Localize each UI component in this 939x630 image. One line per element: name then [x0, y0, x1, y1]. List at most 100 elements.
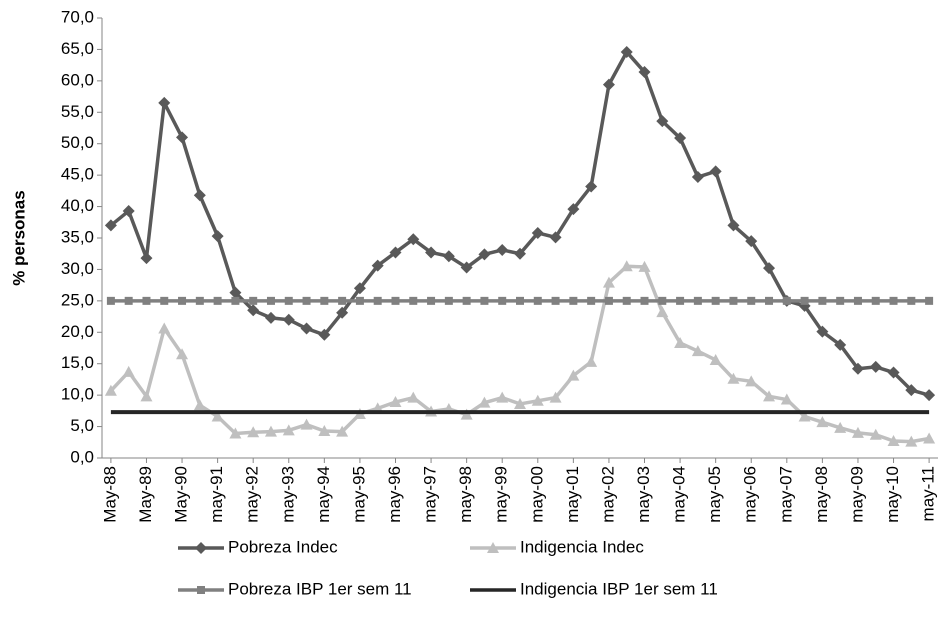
data-point [709, 353, 722, 365]
y-tick-label: 65,0 [61, 39, 94, 58]
x-tick-label: may-08 [812, 466, 831, 523]
data-point [247, 304, 260, 317]
data-point [869, 360, 882, 373]
data-point [140, 252, 153, 265]
data-point [122, 365, 135, 377]
data-point [798, 410, 811, 422]
data-point [373, 296, 382, 305]
data-point [658, 296, 667, 305]
data-point [923, 432, 936, 444]
data-point [693, 296, 702, 305]
data-point [800, 296, 809, 305]
x-tick-label: may-01 [563, 466, 582, 523]
data-point [231, 296, 240, 305]
data-point [282, 313, 295, 326]
data-point [887, 435, 900, 447]
data-point [907, 296, 916, 305]
data-point [818, 296, 827, 305]
y-tick-label: 60,0 [61, 70, 94, 89]
data-point [266, 296, 275, 305]
data-point [620, 45, 633, 58]
data-point [587, 296, 596, 305]
data-point [887, 366, 900, 379]
x-tick-label: may-94 [314, 466, 333, 523]
legend-label: Pobreza IBP 1er sem 11 [228, 579, 412, 598]
data-point [249, 296, 258, 305]
data-point [106, 296, 115, 305]
data-point [160, 296, 169, 305]
data-point [158, 96, 171, 109]
data-point [604, 296, 613, 305]
data-point [834, 338, 847, 351]
data-point [460, 408, 473, 420]
y-axis-label: % personas [9, 190, 28, 285]
series-line [109, 50, 930, 397]
x-tick-label: may-11 [919, 466, 938, 521]
x-tick-label: may-07 [776, 466, 795, 523]
x-tick-label: may-10 [883, 466, 902, 523]
data-point [444, 296, 453, 305]
data-point [442, 250, 455, 263]
data-point [869, 428, 882, 440]
data-point [142, 296, 151, 305]
data-point [834, 421, 847, 433]
data-point [371, 259, 384, 272]
data-point [549, 391, 562, 403]
x-tick-label: may-95 [349, 466, 368, 523]
x-tick-label: May-90 [172, 466, 191, 523]
x-tick-label: may-92 [243, 466, 262, 523]
data-point [264, 425, 277, 437]
data-point [851, 426, 864, 438]
data-point [711, 296, 720, 305]
data-point [409, 296, 418, 305]
data-point [282, 424, 295, 436]
data-point [478, 248, 491, 261]
data-point [496, 391, 509, 403]
x-tick-label: may-04 [670, 466, 689, 523]
data-point [498, 296, 507, 305]
data-point [158, 322, 171, 334]
y-tick-label: 35,0 [61, 227, 94, 246]
x-tick-label: May-89 [136, 466, 155, 523]
data-point [816, 325, 829, 338]
y-tick-label: 15,0 [61, 353, 94, 372]
data-point [567, 203, 580, 216]
data-point [213, 296, 222, 305]
data-point [122, 204, 135, 217]
data-point [745, 235, 758, 248]
data-point [602, 78, 615, 91]
legend-marker [197, 586, 205, 594]
data-point [176, 348, 189, 360]
data-point [925, 296, 934, 305]
data-point [176, 131, 189, 144]
x-tick-label: may-99 [492, 466, 511, 523]
data-point [264, 311, 277, 324]
legend-label: Pobreza Indec [228, 537, 338, 556]
y-tick-label: 20,0 [61, 322, 94, 341]
data-point [638, 66, 651, 79]
data-point [427, 296, 436, 305]
data-point [585, 355, 598, 367]
data-point [674, 336, 687, 348]
data-point [905, 384, 918, 397]
data-point [104, 384, 117, 396]
legend-label: Indigencia Indec [520, 537, 644, 556]
data-point [407, 233, 420, 246]
data-point [514, 397, 526, 409]
data-point [585, 180, 598, 193]
data-point [727, 219, 740, 232]
data-point [531, 394, 544, 406]
data-point [353, 282, 366, 295]
x-tick-label: may-00 [527, 466, 546, 523]
data-point [124, 296, 133, 305]
data-point [407, 391, 420, 403]
data-point [923, 389, 936, 402]
data-point [727, 372, 740, 384]
data-point [763, 262, 776, 275]
data-point [336, 306, 349, 319]
data-point [460, 261, 473, 274]
data-point [320, 296, 329, 305]
data-point [140, 390, 153, 402]
y-tick-label: 55,0 [61, 102, 94, 121]
